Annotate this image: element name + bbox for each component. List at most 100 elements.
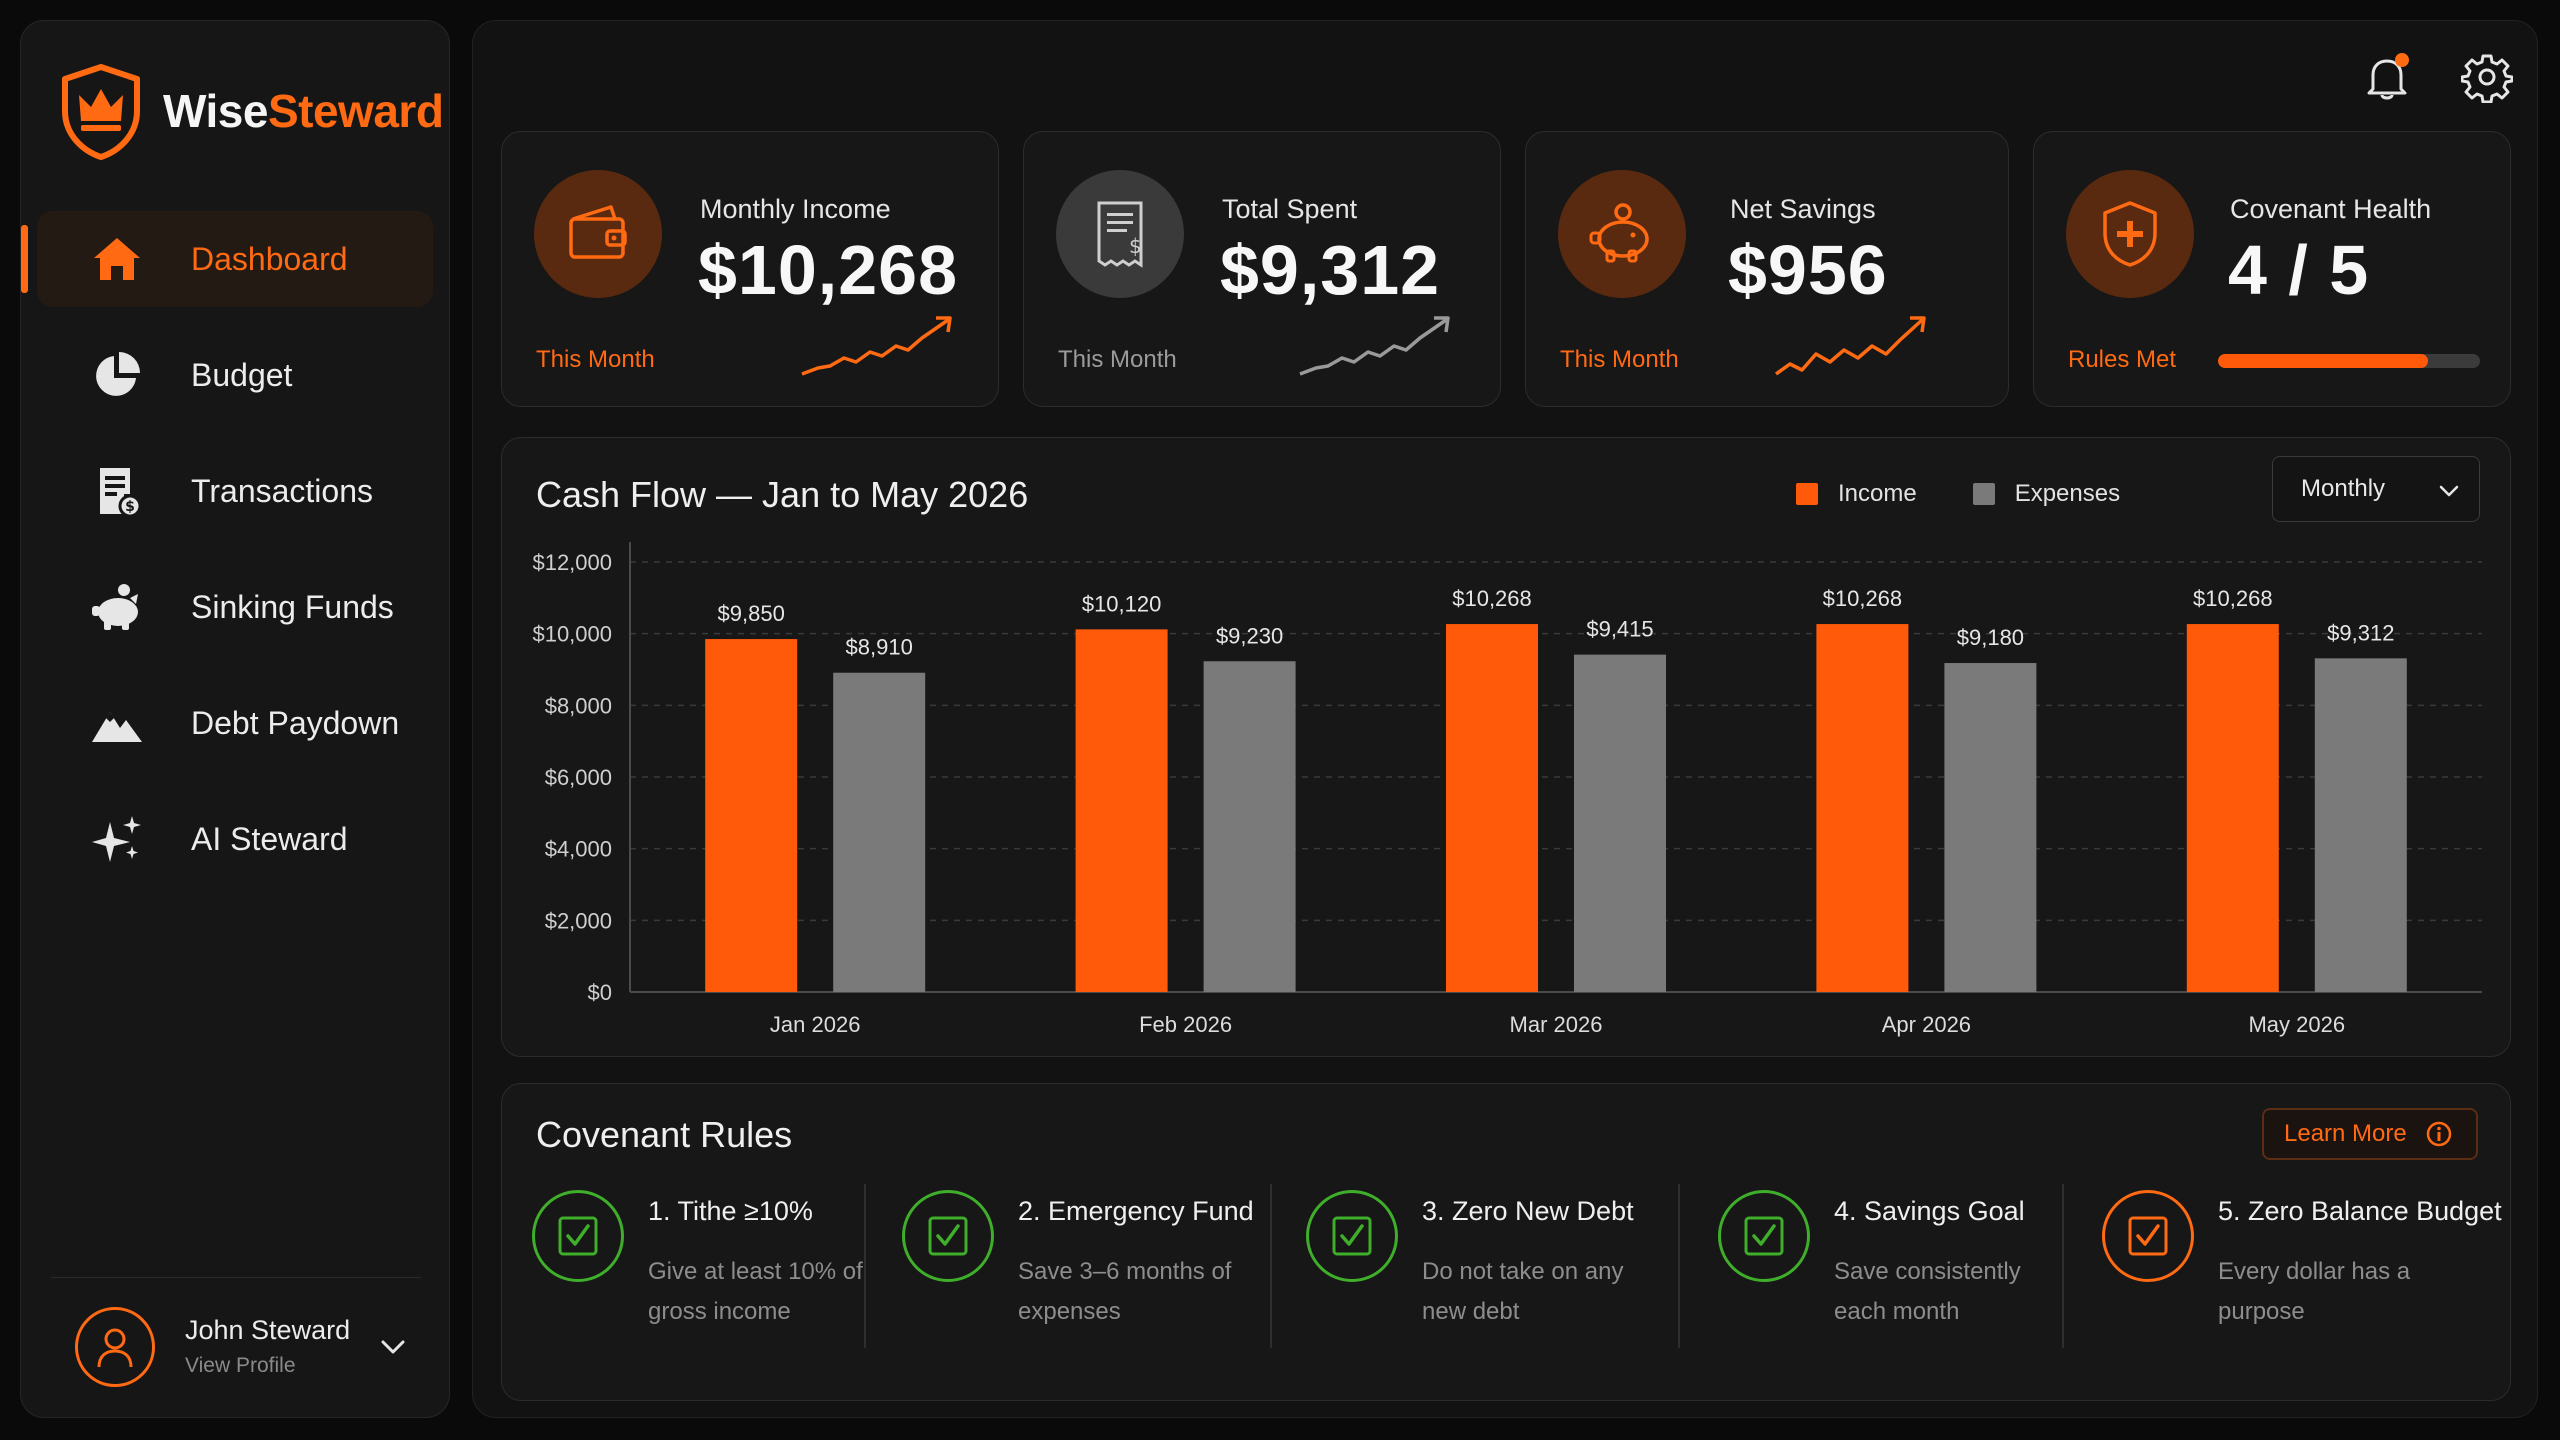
rule-status-badge bbox=[902, 1190, 994, 1282]
pie-chart-icon bbox=[89, 347, 145, 403]
notifications-button[interactable] bbox=[2361, 51, 2413, 103]
bar-value-label: $9,850 bbox=[718, 601, 785, 626]
y-tick-label: $4,000 bbox=[545, 837, 612, 862]
period-select[interactable]: Monthly bbox=[2272, 456, 2480, 522]
notification-dot bbox=[2395, 53, 2409, 67]
chart-legend: Income Expenses bbox=[1796, 480, 2176, 508]
card-title: Net Savings bbox=[1730, 194, 1876, 224]
sidebar-nav: Dashboard Budget $ Transactions Sinking … bbox=[21, 211, 449, 907]
legend-label: Expenses bbox=[2014, 480, 2121, 507]
rule-status-badge bbox=[2102, 1190, 2194, 1282]
sidebar-item-label: Sinking Funds bbox=[191, 588, 394, 625]
trend-sparkline bbox=[1774, 316, 1926, 376]
brand-name-part1: Wise bbox=[163, 85, 268, 137]
sidebar-item-ai-steward[interactable]: AI Steward bbox=[37, 791, 433, 887]
settings-button[interactable] bbox=[2460, 51, 2514, 104]
sidebar-item-label: Budget bbox=[191, 356, 293, 393]
expenses-bar bbox=[833, 672, 926, 992]
expenses-bar bbox=[1574, 654, 1666, 992]
sidebar: WiseSteward Dashboard Budget $ Transacti… bbox=[20, 20, 450, 1418]
top-toolbar bbox=[2361, 51, 2514, 104]
home-icon bbox=[89, 231, 145, 287]
rule-status-badge bbox=[1718, 1190, 1810, 1282]
rule-description: Save 3–6 months of expenses bbox=[1018, 1258, 1232, 1325]
covenant-progress-fill bbox=[2218, 354, 2428, 368]
y-tick-label: $0 bbox=[588, 980, 612, 1005]
wallet-icon bbox=[534, 170, 662, 298]
sidebar-item-budget[interactable]: Budget bbox=[37, 327, 433, 423]
legend-item-expenses[interactable]: Expenses bbox=[1972, 480, 2121, 508]
chart-title: Cash Flow — Jan to May 2026 bbox=[536, 474, 1029, 515]
rule-status-badge bbox=[532, 1190, 624, 1282]
income-bar bbox=[1816, 624, 1909, 992]
y-tick-label: $10,000 bbox=[532, 622, 612, 647]
view-profile-link[interactable]: View Profile bbox=[185, 1354, 296, 1377]
card-value: $956 bbox=[1728, 231, 1888, 309]
x-tick-label: Mar 2026 bbox=[1510, 1012, 1603, 1037]
card-subtitle: This Month bbox=[536, 346, 655, 373]
card-title: Monthly Income bbox=[700, 194, 891, 224]
sidebar-item-sinking-funds[interactable]: Sinking Funds bbox=[37, 559, 433, 655]
cash-flow-chart-panel: $0 $2,000 $4,000 $6,000 $8,000 $10,000 $12,000… bbox=[501, 437, 2511, 1057]
chevron-down-icon bbox=[2439, 485, 2459, 497]
y-tick-label: $8,000 bbox=[545, 693, 612, 718]
bar-value-label: $10,268 bbox=[2193, 586, 2273, 611]
rule-divider bbox=[1270, 1184, 1272, 1348]
covenant-health-card[interactable]: Covenant Health 4 / 5 Rules Met bbox=[2033, 131, 2511, 407]
check-box-icon bbox=[928, 1216, 968, 1256]
legend-item-income[interactable]: Income bbox=[1796, 480, 1917, 508]
total-spent-card[interactable]: $ Total Spent $9,312 This Month bbox=[1023, 131, 1501, 407]
crown-shield-icon bbox=[62, 64, 140, 160]
user-profile[interactable]: John Steward View Profile bbox=[51, 1277, 421, 1395]
card-subtitle: This Month bbox=[1058, 346, 1177, 373]
main-panel: Monthly Income $10,268 This Month $ Tota… bbox=[472, 20, 2538, 1418]
y-tick-label: $2,000 bbox=[545, 908, 612, 933]
sidebar-item-dashboard[interactable]: Dashboard bbox=[21, 211, 433, 307]
card-subtitle: Rules Met bbox=[2068, 346, 2177, 373]
gear-icon bbox=[2460, 54, 2514, 104]
rule-name: 2. Emergency Fund bbox=[1018, 1196, 1254, 1226]
x-tick-label: May 2026 bbox=[2248, 1012, 2345, 1037]
expenses-bar bbox=[2314, 658, 2407, 992]
brand-name-part2: Steward bbox=[267, 85, 444, 137]
net-savings-card[interactable]: Net Savings $956 This Month bbox=[1525, 131, 2009, 407]
card-value: 4 / 5 bbox=[2228, 231, 2370, 309]
card-title: Total Spent bbox=[1222, 194, 1358, 224]
user-icon bbox=[97, 1328, 133, 1367]
chevron-down-icon[interactable] bbox=[375, 1329, 411, 1365]
sidebar-item-label: Dashboard bbox=[191, 240, 348, 277]
sidebar-item-label: Debt Paydown bbox=[191, 704, 400, 741]
check-box-icon bbox=[558, 1216, 598, 1256]
monthly-income-card[interactable]: Monthly Income $10,268 This Month bbox=[501, 131, 999, 407]
piggy-bank-icon bbox=[89, 579, 145, 635]
card-value: $9,312 bbox=[1220, 231, 1441, 309]
covenant-rules-panel: Covenant Rules Learn More 1. Tithe ≥10% … bbox=[501, 1083, 2511, 1401]
bar-value-label: $9,312 bbox=[2327, 620, 2394, 645]
sidebar-item-label: Transactions bbox=[191, 472, 373, 509]
sidebar-item-transactions[interactable]: $ Transactions bbox=[37, 443, 433, 539]
rule-divider bbox=[1678, 1184, 1680, 1348]
learn-more-label: Learn More bbox=[2284, 1120, 2407, 1147]
y-tick-label: $6,000 bbox=[545, 765, 612, 790]
check-box-icon bbox=[2128, 1216, 2168, 1256]
logo[interactable]: WiseSteward bbox=[57, 61, 444, 161]
avatar[interactable] bbox=[75, 1306, 155, 1387]
legend-swatch bbox=[1796, 483, 1818, 505]
expenses-bar bbox=[1944, 663, 2037, 992]
piggy-bank-icon bbox=[1558, 170, 1686, 298]
bar-value-label: $9,230 bbox=[1216, 623, 1283, 648]
check-box-icon bbox=[1744, 1216, 1784, 1256]
card-value: $10,268 bbox=[698, 231, 959, 309]
bar-value-label: $10,268 bbox=[1823, 586, 1903, 611]
svg-text:$: $ bbox=[125, 499, 135, 515]
learn-more-button[interactable]: Learn More bbox=[2262, 1108, 2478, 1160]
bar-value-label: $8,910 bbox=[846, 635, 913, 660]
cash-flow-chart: $0 $2,000 $4,000 $6,000 $8,000 $10,000 $12,000… bbox=[532, 542, 2482, 1037]
rule-description: Give at least 10% of gross income bbox=[648, 1258, 863, 1325]
rule-name: 4. Savings Goal bbox=[1834, 1196, 2025, 1226]
sidebar-item-label: AI Steward bbox=[191, 820, 348, 857]
profile-info: John Steward View Profile bbox=[185, 1315, 350, 1378]
income-bar bbox=[1075, 629, 1168, 992]
brand-name: WiseSteward bbox=[163, 84, 444, 138]
sidebar-item-debt-paydown[interactable]: Debt Paydown bbox=[37, 675, 433, 771]
